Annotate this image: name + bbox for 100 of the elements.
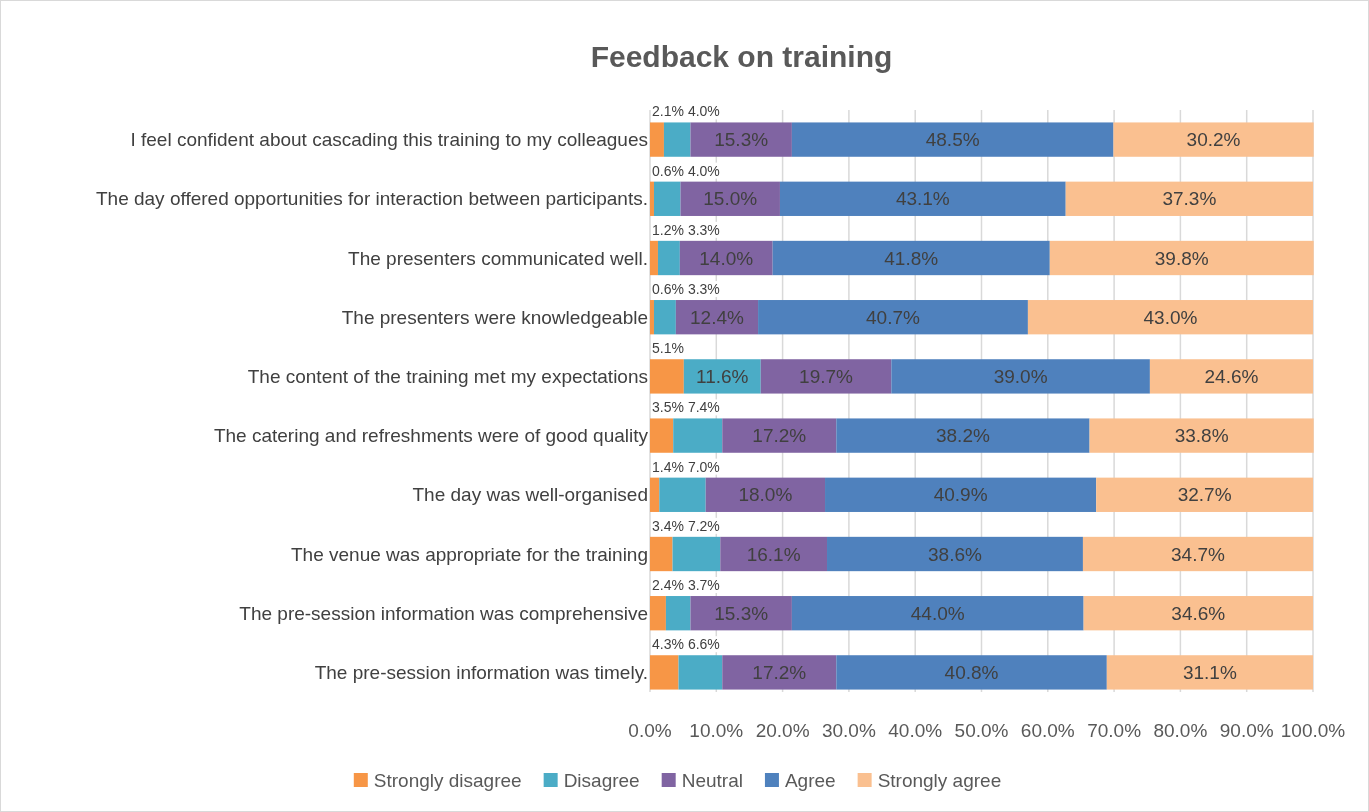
- x-tick-label: 40.0%: [888, 720, 943, 741]
- data-label: 7.2%: [687, 517, 720, 534]
- data-label: 38.6%: [928, 543, 983, 565]
- data-label: 11.6%: [696, 366, 749, 388]
- y-tick-label: The day offered opportunities for interaction between participants.: [95, 188, 648, 210]
- bar: [653, 181, 681, 216]
- bar: [791, 122, 1114, 157]
- data-label: 3.4%: [651, 517, 684, 534]
- bar: [650, 240, 658, 276]
- data-label: 15.3%: [714, 602, 769, 624]
- data-label: 40.8%: [944, 662, 999, 684]
- data-label: 34.6%: [1171, 602, 1226, 624]
- data-label: 43.1%: [895, 188, 950, 210]
- bar: [650, 359, 684, 394]
- bar: [758, 300, 1028, 335]
- data-label: 40.9%: [933, 484, 988, 506]
- data-label: 2.1%: [651, 103, 684, 120]
- data-label: 2.4%: [651, 577, 684, 594]
- y-tick-label: The presenters were knowledgeable: [341, 306, 648, 328]
- x-tick-label: 0.0%: [628, 720, 672, 741]
- bar: [1083, 596, 1313, 631]
- bar: [672, 536, 721, 572]
- bar: [825, 477, 1097, 512]
- data-label: 4.0%: [687, 103, 720, 120]
- data-label: 15.3%: [714, 129, 769, 151]
- x-tick-label: 70.0%: [1087, 720, 1142, 741]
- data-label: 31.1%: [1182, 662, 1237, 684]
- bar: [1082, 536, 1313, 572]
- bar: [779, 181, 1066, 216]
- y-tick-label: I feel confident about cascading this training to my colleagues: [130, 129, 648, 151]
- data-label: 4.0%: [687, 162, 720, 179]
- legend-label: Agree: [784, 769, 836, 791]
- data-label: 37.3%: [1162, 188, 1217, 210]
- bar: [760, 359, 892, 394]
- y-tick-label: The day was well-organised: [412, 484, 648, 506]
- x-tick-label: 60.0%: [1020, 720, 1075, 741]
- data-label: 19.7%: [799, 366, 854, 388]
- data-label: 43.0%: [1143, 306, 1198, 328]
- data-label: 1.2%: [651, 221, 684, 238]
- bar: [653, 300, 676, 335]
- bar: [650, 122, 664, 157]
- bar: [1149, 359, 1313, 394]
- bar: [659, 477, 706, 512]
- data-label: 38.2%: [936, 425, 990, 447]
- legend-label: Disagree: [563, 769, 640, 791]
- bar: [891, 359, 1150, 394]
- y-tick-label: The catering and refreshments were of good quality: [213, 425, 649, 447]
- data-label: 15.0%: [703, 188, 758, 210]
- bar: [827, 536, 1083, 572]
- data-label: 24.6%: [1204, 366, 1259, 388]
- bar: [705, 477, 826, 512]
- bar: [680, 181, 780, 216]
- data-label: 7.4%: [687, 399, 720, 416]
- bar: [690, 596, 792, 631]
- bar: [1065, 181, 1313, 216]
- bar: [1089, 418, 1314, 453]
- bar: [772, 240, 1050, 276]
- data-label: 17.2%: [752, 662, 807, 684]
- data-label: 12.4%: [690, 306, 745, 328]
- bar: [1113, 122, 1314, 157]
- data-label: 3.3%: [687, 221, 720, 238]
- bar: [673, 418, 723, 453]
- legend-label: Strongly agree: [877, 769, 1002, 791]
- data-label: 16.1%: [746, 543, 801, 565]
- bar: [1049, 240, 1314, 276]
- data-label: 32.7%: [1177, 484, 1232, 506]
- bar: [650, 418, 674, 453]
- y-tick-label: The pre-session information was timely.: [314, 662, 648, 684]
- bar: [1096, 477, 1313, 512]
- data-label: 4.3%: [651, 636, 684, 653]
- data-label: 14.0%: [699, 247, 754, 269]
- bar: [720, 536, 828, 572]
- data-label: 39.0%: [993, 366, 1048, 388]
- data-label: 30.2%: [1186, 129, 1241, 151]
- x-tick-label: 80.0%: [1153, 720, 1208, 741]
- y-tick-label: The venue was appropriate for the training: [291, 543, 648, 565]
- legend-label: Neutral: [681, 769, 743, 791]
- bar: [690, 122, 792, 157]
- x-tick-label: 20.0%: [755, 720, 810, 741]
- bar: [657, 240, 680, 276]
- data-label: 3.5%: [651, 399, 684, 416]
- bar: [836, 418, 1090, 453]
- bar: [665, 596, 691, 631]
- data-label: 6.6%: [687, 636, 720, 653]
- data-label: 1.4%: [651, 458, 684, 475]
- bar: [722, 418, 837, 453]
- data-label: 7.0%: [687, 458, 720, 475]
- data-label: 48.5%: [925, 129, 980, 151]
- data-label: 33.8%: [1174, 425, 1229, 447]
- bar: [836, 655, 1107, 690]
- legend-label: Strongly disagree: [373, 769, 522, 791]
- bar: [650, 300, 654, 335]
- bar: [722, 655, 837, 690]
- bar: [1106, 655, 1313, 690]
- data-label: 17.2%: [752, 425, 807, 447]
- bar: [663, 122, 691, 157]
- x-tick-label: 100.0%: [1280, 720, 1346, 741]
- bar: [650, 477, 660, 512]
- x-tick-label: 90.0%: [1219, 720, 1274, 741]
- data-label: 0.6%: [651, 162, 684, 179]
